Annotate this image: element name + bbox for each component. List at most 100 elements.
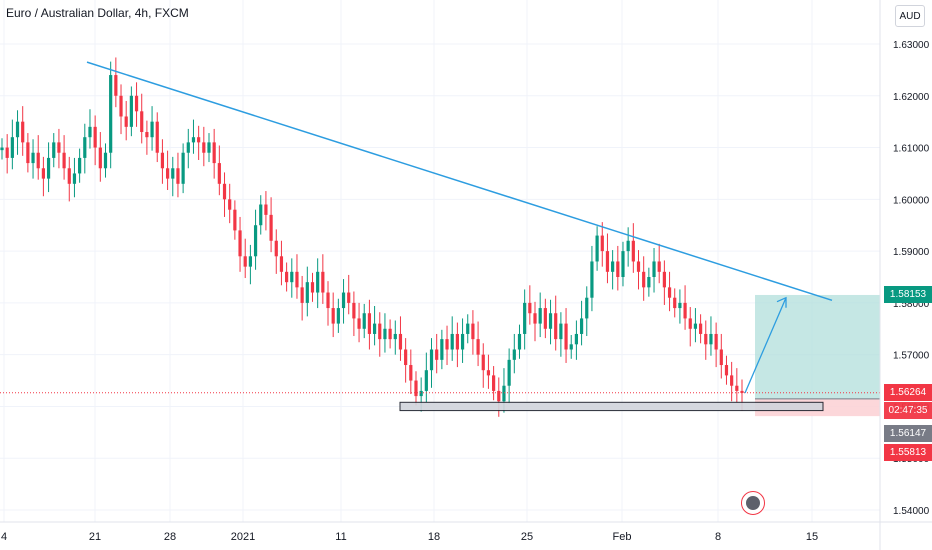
- candle-body: [347, 292, 351, 303]
- price-tick-label: 1.60000: [893, 195, 930, 206]
- candle-body: [450, 333, 454, 350]
- price-tick-label: 1.59000: [893, 247, 930, 258]
- candle-body: [295, 271, 299, 288]
- candle-body: [507, 359, 511, 386]
- time-tick-label: 4: [1, 531, 7, 543]
- price-tick-label: 1.57000: [893, 351, 930, 362]
- candle-body: [424, 370, 428, 391]
- candle-body: [378, 323, 382, 340]
- candle-body: [238, 230, 242, 257]
- candle-body: [285, 271, 289, 283]
- position-zones: [755, 294, 880, 417]
- candle-body: [372, 323, 377, 334]
- candle-body: [78, 157, 82, 174]
- candle-body: [481, 354, 485, 371]
- candle-body: [564, 323, 568, 350]
- candle-body: [310, 282, 315, 293]
- candle-body: [62, 152, 66, 169]
- support-zone-box: [399, 401, 824, 412]
- candle-body: [688, 318, 692, 329]
- candle-body: [31, 152, 35, 164]
- time-tick-label: 15: [806, 531, 818, 543]
- candle-body: [657, 261, 661, 272]
- candle-body: [362, 313, 366, 329]
- tradingview-logo-icon[interactable]: [741, 491, 765, 515]
- candle-body: [719, 349, 723, 366]
- candle-body: [186, 142, 190, 153]
- candle-body: [626, 240, 630, 252]
- candle-body: [316, 271, 320, 293]
- candle-body: [393, 333, 397, 340]
- chart-drawings: [0, 61, 880, 412]
- candle-body: [93, 126, 97, 148]
- candle-body: [243, 256, 247, 267]
- candle-body: [409, 365, 413, 381]
- chart-grid: [0, 0, 880, 522]
- candle-body: [398, 333, 403, 350]
- candle-body: [476, 339, 480, 355]
- candle-body: [326, 292, 330, 309]
- candle-body: [569, 344, 573, 350]
- candle-body: [57, 142, 61, 153]
- candle-body: [621, 251, 625, 277]
- candle-body: [109, 75, 113, 153]
- candle-body: [574, 333, 579, 345]
- candle-body: [704, 333, 708, 345]
- candle-body: [155, 121, 159, 153]
- time-axis: 4 21 28 2021 11 18 25 Feb 8 15: [1, 531, 818, 543]
- candle-body: [352, 302, 356, 319]
- symbol-title: Euro / Australian Dollar, 4h, FXCM: [6, 6, 189, 20]
- currency-button[interactable]: AUD: [895, 5, 925, 27]
- candle-body: [460, 333, 465, 350]
- time-tick-label: Feb: [613, 531, 632, 543]
- candle-body: [5, 147, 9, 158]
- candle-body: [259, 204, 263, 226]
- candle-body: [579, 318, 584, 334]
- candle-body: [197, 137, 201, 143]
- candle-body: [165, 168, 170, 179]
- candle-body: [631, 240, 635, 262]
- candle-body: [36, 152, 40, 169]
- candle-body: [253, 225, 258, 257]
- candle-body: [523, 302, 527, 334]
- candle-body: [145, 132, 149, 138]
- candle-body: [279, 256, 284, 272]
- time-tick-label: 28: [164, 531, 176, 543]
- candle-body: [321, 271, 325, 293]
- candle-body: [605, 251, 610, 272]
- candle-body: [419, 390, 423, 397]
- candle-body: [554, 313, 558, 340]
- candle-body: [538, 308, 542, 324]
- candle-body: [735, 385, 739, 391]
- candle-body: [724, 365, 729, 376]
- candle-body: [512, 349, 516, 360]
- candle-body: [331, 308, 335, 324]
- candle-body: [367, 313, 372, 334]
- candle-body: [0, 147, 4, 151]
- candle-body: [492, 375, 496, 391]
- stop-price-tag: 1.55813: [884, 444, 932, 461]
- candle-body: [636, 261, 641, 272]
- candle-body: [740, 390, 744, 393]
- candle-body: [191, 137, 196, 143]
- candle-body: [269, 214, 273, 241]
- candle-body: [652, 261, 656, 277]
- candle-body: [517, 333, 522, 350]
- candle-body: [455, 333, 459, 350]
- candle-body: [10, 137, 14, 158]
- candle-body: [341, 292, 346, 309]
- projection-arrow: [744, 297, 787, 394]
- candle-body: [595, 235, 599, 262]
- candle-body: [471, 323, 475, 340]
- price-tick-label: 1.63000: [893, 40, 930, 51]
- candle-body: [140, 111, 144, 133]
- candle-body: [709, 333, 713, 345]
- candle-body: [502, 385, 506, 402]
- candle-body: [466, 323, 470, 334]
- time-tick-label: 25: [521, 531, 533, 543]
- candle-body: [585, 297, 589, 319]
- candle-body: [124, 116, 128, 127]
- time-tick-label: 18: [428, 531, 440, 543]
